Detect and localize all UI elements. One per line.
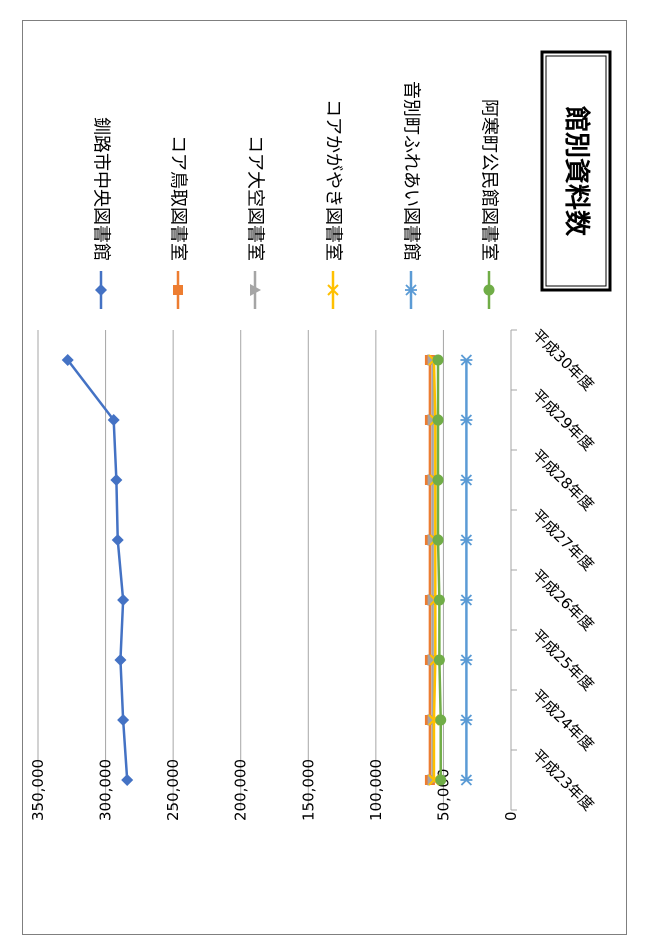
- chart-frame: 0 50,000 100,000 150,000 200,000 250,000 300,0…: [22, 20, 627, 935]
- data-point: [110, 474, 123, 486]
- data-point: [460, 474, 473, 486]
- data-point: [460, 354, 473, 366]
- legend-label: 釧路市中央図書館: [91, 117, 112, 261]
- data-point: [460, 774, 473, 786]
- data-point: [117, 594, 130, 606]
- legend-item: 阿寒町公民館図書室: [479, 99, 500, 309]
- data-point: [433, 594, 445, 606]
- data-point: [107, 414, 120, 426]
- data-point: [427, 654, 439, 666]
- data-point: [460, 414, 473, 426]
- legend-item: コア大空図書室: [245, 135, 266, 309]
- chart-title: 館別資料数: [561, 106, 592, 237]
- data-point: [433, 654, 445, 666]
- series-line: [432, 359, 437, 780]
- series-line: [66, 359, 129, 781]
- value-tick-label: 250,000: [164, 759, 182, 821]
- legend-label: コア大空図書室: [245, 135, 266, 261]
- data-point: [460, 534, 473, 546]
- series-5: [460, 354, 473, 786]
- legend-item: コア鳥取図書室: [168, 135, 189, 309]
- legend-item: コアかがやき図書室: [323, 99, 344, 309]
- legend-swatch-marker: [95, 284, 107, 296]
- category-tick-label: 平成25年度: [529, 626, 598, 695]
- series-6: [432, 354, 447, 786]
- data-point: [121, 774, 134, 786]
- category-tick-label: 平成29年度: [529, 386, 598, 455]
- category-tick-label: 平成28年度: [529, 446, 598, 515]
- category-tick-label: 平成30年度: [529, 326, 598, 395]
- data-point: [111, 534, 124, 546]
- line-chart: 050,000100,000150,000200,000250,000300,0…: [29, 50, 612, 821]
- value-tick-label: 100,000: [367, 759, 385, 821]
- legend-item: 釧路市中央図書館: [91, 117, 112, 309]
- data-point: [117, 714, 130, 726]
- value-tick-label: 350,000: [29, 759, 47, 821]
- data-point: [460, 594, 473, 606]
- data-point: [435, 774, 447, 786]
- legend-label: 阿寒町公民館図書室: [479, 99, 500, 261]
- data-point: [460, 714, 473, 726]
- data-point: [114, 654, 127, 666]
- category-axis-labels: 平成23年度平成24年度平成25年度平成26年度平成27年度平成28年度平成29…: [529, 326, 598, 815]
- category-tick-label: 平成23年度: [529, 746, 598, 815]
- data-point: [435, 714, 447, 726]
- series-1: [61, 354, 134, 786]
- legend-swatch-marker: [405, 284, 417, 296]
- category-tick-label: 平成26年度: [529, 566, 598, 635]
- legend-item: 音別町ふれあい図書館: [401, 81, 422, 309]
- data-point: [61, 354, 74, 366]
- value-tick-label: 300,000: [97, 759, 115, 821]
- data-point: [432, 474, 444, 486]
- value-tick-label: 150,000: [299, 759, 317, 821]
- data-point: [432, 414, 444, 426]
- legend-label: コア鳥取図書室: [168, 135, 189, 261]
- category-tick-label: 平成24年度: [529, 686, 598, 755]
- value-tick-label: 0: [502, 811, 520, 821]
- series-3: [427, 354, 439, 786]
- legend-label: 音別町ふれあい図書館: [401, 81, 422, 261]
- data-point: [432, 534, 444, 546]
- category-axis: [510, 329, 517, 811]
- data-point: [460, 654, 473, 666]
- data-point: [427, 594, 439, 606]
- legend-swatch-marker: [250, 284, 261, 296]
- data-point: [432, 354, 444, 366]
- legend-swatch-marker: [483, 284, 495, 296]
- legend: 釧路市中央図書館 コア鳥取図書室 コア大空図書室 コアかがやき図書室 音別町ふれあい図書…: [91, 81, 500, 309]
- category-tick-label: 平成27年度: [529, 506, 598, 575]
- legend-swatch-marker: [173, 285, 183, 295]
- legend-label: コアかがやき図書室: [323, 99, 344, 261]
- series-layer: [61, 354, 473, 786]
- value-tick-label: 200,000: [232, 759, 250, 821]
- series-line: [436, 360, 442, 780]
- legend-swatch-marker: [327, 284, 339, 296]
- chart-title-box: 館別資料数: [540, 50, 612, 292]
- value-axis-labels: 050,000100,000150,000200,000250,000300,0…: [29, 759, 520, 821]
